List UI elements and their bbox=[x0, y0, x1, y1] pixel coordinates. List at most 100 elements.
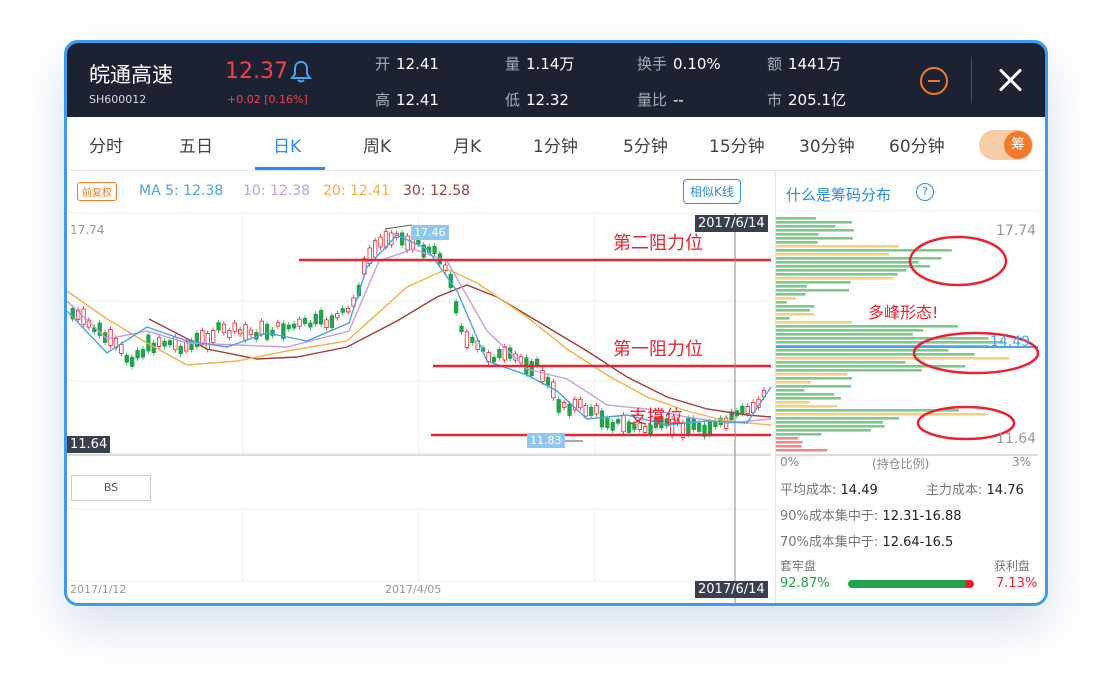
candle-body bbox=[405, 235, 410, 251]
tab-weekly-k[interactable]: 周K bbox=[363, 137, 392, 157]
close-icon[interactable] bbox=[993, 63, 1027, 97]
trapped-percent: 92.87% bbox=[780, 576, 830, 591]
chip-bar bbox=[776, 401, 810, 404]
candle-body bbox=[707, 421, 713, 436]
price-adjust-badge[interactable]: 前复权 bbox=[77, 182, 117, 201]
chip-x-mid: (持仓比例) bbox=[872, 457, 930, 471]
candle-body bbox=[345, 308, 351, 313]
chip-bar bbox=[776, 397, 841, 400]
candle-body bbox=[426, 246, 432, 253]
chip-bar bbox=[776, 437, 799, 440]
bell-icon[interactable] bbox=[289, 60, 313, 84]
question-circle-icon[interactable]: ? bbox=[916, 183, 934, 201]
candle-body bbox=[259, 320, 264, 335]
tab-15min[interactable]: 15分钟 bbox=[709, 137, 765, 157]
tab-30min[interactable]: 30分钟 bbox=[799, 137, 855, 157]
candle-body bbox=[540, 370, 545, 383]
chip-bar bbox=[776, 221, 853, 224]
chip-bar bbox=[776, 441, 803, 444]
quote-volume-ratio: 量比 -- bbox=[637, 91, 684, 109]
tab-1min[interactable]: 1分钟 bbox=[533, 137, 578, 157]
candle-body bbox=[151, 342, 156, 354]
annotation-support: 支撑位 bbox=[629, 407, 683, 428]
quote-turnover: 换手 0.10% bbox=[637, 55, 721, 73]
crosshair-date-bottom: 2017/6/14 bbox=[695, 581, 768, 598]
chip-help-link[interactable]: 什么是筹码分布 bbox=[786, 186, 892, 204]
candle-body bbox=[86, 319, 92, 328]
tab-daily-k[interactable]: 日K bbox=[273, 137, 302, 157]
annotation-second-resistance: 第二阻力位 bbox=[613, 233, 703, 254]
candle-body bbox=[200, 330, 205, 345]
trough-price-tag: 11.83 bbox=[527, 433, 565, 448]
candle-body bbox=[432, 245, 437, 255]
candle-body bbox=[135, 349, 140, 359]
candle-body bbox=[205, 333, 210, 350]
candle-body bbox=[718, 417, 723, 426]
chip-bar bbox=[776, 353, 975, 356]
candle-body bbox=[480, 347, 486, 352]
tab-60min[interactable]: 60分钟 bbox=[889, 137, 945, 157]
candle-body bbox=[335, 313, 340, 319]
tab-5min[interactable]: 5分钟 bbox=[623, 137, 668, 157]
candle-body bbox=[421, 244, 426, 258]
chip-bar bbox=[776, 225, 836, 228]
chip-bar bbox=[776, 421, 883, 424]
chip-bar bbox=[776, 289, 849, 292]
candle-body bbox=[389, 232, 394, 246]
candle-body bbox=[399, 232, 405, 246]
chip-bar bbox=[776, 373, 848, 376]
candle-body bbox=[286, 324, 291, 330]
stock-name: 皖通高速 bbox=[89, 63, 173, 87]
candle-body bbox=[157, 337, 162, 347]
chip-bar bbox=[776, 405, 838, 408]
bs-indicator-button[interactable]: BS bbox=[71, 475, 151, 501]
candle-body bbox=[610, 422, 615, 431]
chip-bar bbox=[776, 297, 796, 300]
quote-volume: 量 1.14万 bbox=[505, 55, 575, 73]
candle-body bbox=[362, 258, 367, 275]
kline-chart-area[interactable]: 前复权 MA 5: 12.38 10: 12.38 20: 12.41 30: … bbox=[67, 171, 775, 603]
candle-body bbox=[140, 348, 146, 358]
candle-body bbox=[691, 417, 696, 431]
chip-bar bbox=[776, 413, 987, 416]
tab-intraday[interactable]: 分时 bbox=[89, 137, 123, 157]
tab-five-day[interactable]: 五日 bbox=[179, 137, 213, 157]
chip-bar bbox=[776, 309, 811, 312]
candle-body bbox=[556, 399, 561, 413]
candle-body bbox=[491, 357, 497, 363]
concentration-70: 70%成本集中于: 12.64-16.5 bbox=[780, 535, 954, 550]
chip-bar bbox=[776, 349, 949, 352]
chip-bar bbox=[776, 361, 906, 364]
candle-body bbox=[367, 247, 372, 265]
candle-body bbox=[470, 336, 475, 343]
quote-market-cap: 市 205.1亿 bbox=[767, 91, 846, 109]
profit-label: 获利盘 bbox=[994, 559, 1031, 573]
price-change: +0.02 [0.16%] bbox=[227, 93, 308, 106]
chip-bar bbox=[776, 245, 899, 248]
candle-body bbox=[497, 349, 502, 359]
chip-histogram bbox=[776, 210, 1040, 456]
chip-bar bbox=[776, 241, 818, 244]
chip-axis-low: 11.64 bbox=[996, 431, 1037, 447]
chip-bar bbox=[776, 433, 822, 436]
chip-bar bbox=[776, 429, 871, 432]
ma10-label: 10: 12.38 bbox=[243, 183, 311, 199]
remove-watchlist-icon[interactable] bbox=[920, 67, 948, 95]
candle-body bbox=[254, 332, 259, 340]
chip-bar bbox=[776, 385, 852, 388]
candle-body bbox=[313, 313, 318, 325]
chip-x-left: 0% bbox=[780, 455, 800, 469]
tab-monthly-k[interactable]: 月K bbox=[453, 137, 482, 157]
candle-body bbox=[437, 253, 443, 265]
candle-body bbox=[583, 405, 588, 417]
candle-body bbox=[184, 341, 189, 352]
chip-distribution-toggle[interactable]: 筹 bbox=[979, 130, 1033, 160]
candle-body bbox=[594, 405, 599, 415]
candle-body bbox=[724, 417, 729, 429]
chip-bar bbox=[776, 253, 890, 256]
similar-kline-button[interactable]: 相似K线 bbox=[683, 179, 741, 204]
candle-body bbox=[507, 347, 513, 359]
chip-bar bbox=[776, 365, 966, 368]
quote-low: 低 12.32 bbox=[505, 91, 569, 109]
candle-body bbox=[464, 331, 470, 348]
